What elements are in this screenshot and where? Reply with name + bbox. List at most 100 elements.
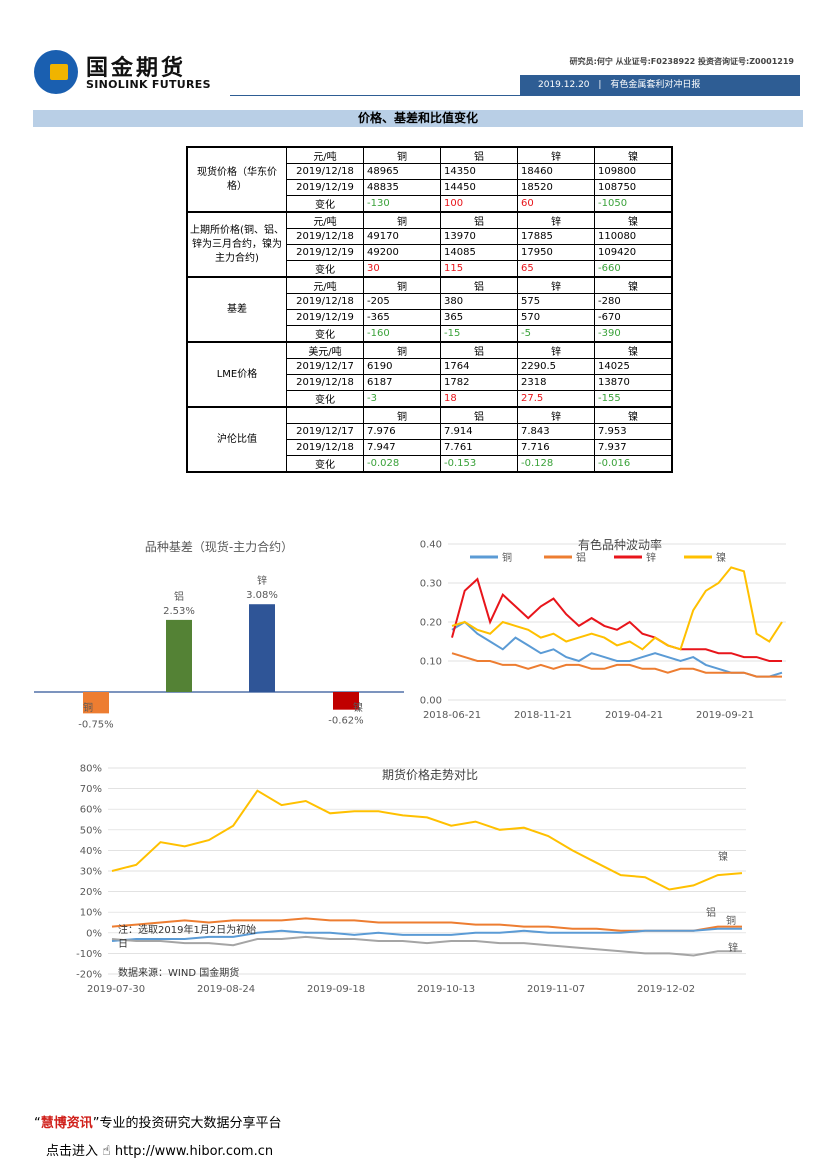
x-tick-label: 2019-11-07 xyxy=(527,984,585,995)
table-cell: 锌 xyxy=(517,146,595,164)
table-group-label: 基差 xyxy=(186,276,287,343)
table-cell: 18 xyxy=(440,390,518,408)
table-cell: 铝 xyxy=(440,146,518,164)
table-cell: 铝 xyxy=(440,211,518,229)
series-line xyxy=(451,566,783,651)
table-cell: 109800 xyxy=(594,163,673,180)
table-row-label: 美元/吨 xyxy=(286,341,364,359)
table-row-label: 2019/12/17 xyxy=(286,358,364,375)
basis-bar-chart: -0.75% 铜 2.53% 铝 3.08% 锌 -0.62% 镍 xyxy=(34,574,404,730)
table-row: LME价格 美元/吨铜铝锌镍 xyxy=(186,341,673,408)
y-tick-label: -20% xyxy=(76,970,102,981)
bar xyxy=(83,692,109,714)
table-row-label: 2019/12/18 xyxy=(286,228,364,245)
table-cell: 65 xyxy=(517,260,595,278)
table-cell: 48835 xyxy=(363,179,441,196)
table-cell: 110080 xyxy=(594,228,673,245)
table-cell: 570 xyxy=(517,309,595,326)
volatility-chart-title: 有色品种波动率 xyxy=(577,538,662,552)
table-cell: 14085 xyxy=(440,244,518,261)
x-tick-label: 2019-10-13 xyxy=(417,984,475,995)
table-row: 变化 -0.028 -0.153 -0.128 -0.016 xyxy=(187,455,673,473)
y-tick-label: 70% xyxy=(80,784,102,795)
table-cell: -390 xyxy=(594,325,673,343)
y-tick-label: 0.20 xyxy=(420,618,442,629)
table-cell: 1782 xyxy=(440,374,518,391)
logo-en: SINOLINK FUTURES xyxy=(86,78,211,91)
trend-line-chart: 80% 70% 60% 50% 40% 30% 20% 10% 0% -10% -20% 2019-0… xyxy=(76,764,746,995)
table-cell: -160 xyxy=(363,325,441,343)
table-cell: -365 xyxy=(363,309,441,326)
table-row-label: 2019/12/18 xyxy=(286,293,364,310)
y-tick-label: 0.30 xyxy=(420,579,442,590)
table-row: 2019/12/18 49170 13970 17885 110080 xyxy=(187,228,673,245)
table-row-label: 2019/12/18 xyxy=(286,163,364,180)
table-row-label: 2019/12/19 xyxy=(286,244,364,261)
table-cell: 镍 xyxy=(594,341,673,359)
table-cell: 18460 xyxy=(517,163,595,180)
pointer-hand-icon: ☝ xyxy=(102,1143,111,1159)
table-row-label: 元/吨 xyxy=(286,211,364,229)
table-cell: 1764 xyxy=(440,358,518,375)
y-tick-label: 30% xyxy=(80,867,102,878)
bar-value-label: -0.62% xyxy=(328,716,363,727)
bar-value-label: 3.08% xyxy=(246,590,278,601)
trend-chart-title: 期货价格走势对比 xyxy=(381,768,478,782)
table-row: 基差 元/吨铜铝锌镍 xyxy=(186,276,673,343)
bar-category-label: 镍 xyxy=(353,701,363,714)
table-cell: 14450 xyxy=(440,179,518,196)
bar-category-label: 铜 xyxy=(83,702,93,714)
table-row: 变化 30 115 65 -660 xyxy=(187,260,673,278)
table-row: 2019/12/18 -205 380 575 -280 xyxy=(187,293,673,310)
table-group-label: LME价格 xyxy=(186,341,287,408)
series-end-label: 铜 xyxy=(726,915,736,927)
table-cell: 2290.5 xyxy=(517,358,595,375)
table-cell: 17950 xyxy=(517,244,595,261)
table-row-label: 变化 xyxy=(286,325,364,343)
table-cell: -15 xyxy=(440,325,518,343)
table-cell: 100 xyxy=(440,195,518,213)
header-divider xyxy=(230,95,800,96)
footer-quote: “ xyxy=(34,1116,41,1131)
table-row-label: 2019/12/18 xyxy=(286,374,364,391)
table-cell: 18520 xyxy=(517,179,595,196)
table-row: 变化 -3 18 27.5 -155 xyxy=(187,390,673,408)
footer-enter-label: 点击进入 xyxy=(46,1144,99,1159)
footer-brand: 慧博资讯 xyxy=(40,1116,93,1131)
table-row: 2019/12/17 6190 1764 2290.5 14025 xyxy=(187,358,673,375)
table-cell: 17885 xyxy=(517,228,595,245)
x-tick-label: 2019-04-21 xyxy=(605,710,663,721)
y-tick-label: 60% xyxy=(80,805,102,816)
bar xyxy=(249,604,275,692)
footer-url-link[interactable]: http://www.hibor.com.cn xyxy=(114,1144,274,1159)
x-tick-label: 2019-08-24 xyxy=(197,984,255,995)
trend-note: 注：选取2019年1月2日为初始日 xyxy=(118,925,257,950)
table-cell: 镍 xyxy=(594,146,673,164)
table-row-label: 变化 xyxy=(286,195,364,213)
table-cell: 60 xyxy=(517,195,595,213)
x-tick-label: 2019-09-18 xyxy=(307,984,365,995)
table-cell: 115 xyxy=(440,260,518,278)
x-tick-label: 2019-09-21 xyxy=(696,710,754,721)
table-cell: 30 xyxy=(363,260,441,278)
table-cell: 365 xyxy=(440,309,518,326)
table-cell: 镍 xyxy=(594,276,673,294)
table-row-label: 元/吨 xyxy=(286,146,364,164)
table-cell: -3 xyxy=(363,390,441,408)
series-line xyxy=(111,927,742,942)
table-cell: 109420 xyxy=(594,244,673,261)
volatility-line-chart: 0.00 0.10 0.20 0.30 0.40 2018-06-21 2018-11-21… xyxy=(420,540,786,721)
bar-value-label: -0.75% xyxy=(78,719,113,730)
x-tick-label: 2018-11-21 xyxy=(514,710,572,721)
table-cell: 锌 xyxy=(517,406,595,424)
trend-source: 数据来源：WIND 国金期货 xyxy=(118,968,240,979)
table-cell: -280 xyxy=(594,293,673,310)
report-bar: 2019.12.20 | 有色金属套利对冲日报 xyxy=(520,75,800,95)
table-cell: -0.016 xyxy=(594,455,673,473)
table-cell: 2318 xyxy=(517,374,595,391)
legend-label: 锌 xyxy=(646,551,656,564)
series-end-label: 镍 xyxy=(718,850,728,863)
logo-mark-icon xyxy=(34,50,78,94)
table-row-label: 变化 xyxy=(286,455,364,473)
table-cell: 铝 xyxy=(440,406,518,424)
